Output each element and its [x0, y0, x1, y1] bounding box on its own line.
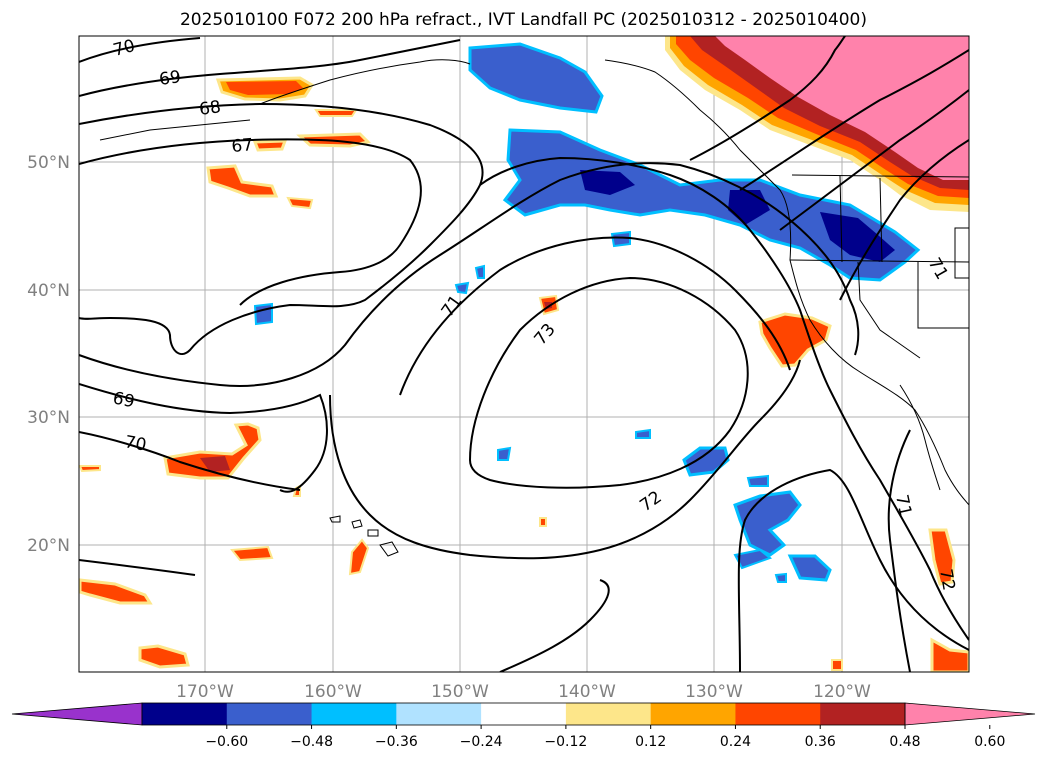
colorbar-segment [142, 703, 228, 725]
contour-label: 71 [891, 493, 915, 518]
colorbar-segment [565, 703, 652, 725]
contour-label: 68 [198, 97, 222, 120]
contour-label: 67 [231, 135, 254, 157]
colorbar-extend-high [904, 702, 1036, 726]
contour-label: 69 [158, 67, 182, 90]
colorbar: −0.60 −0.48 −0.36 −0.24 −0.12 0.12 0.24 0.36 0.4… [11, 702, 1036, 750]
colorbar-extend-low [11, 702, 143, 726]
lon-label: 150°W [431, 682, 489, 702]
lat-label: 40°N [27, 281, 70, 301]
colorbar-tick-label: 0.36 [805, 734, 836, 750]
map-area: 70 69 68 67 69 70 71 72 73 71 72 71 [79, 36, 969, 672]
figure-title: 2025010100 F072 200 hPa refract., IVT La… [179, 10, 867, 30]
latitude-labels: 50°N 40°N 30°N 20°N [27, 153, 70, 556]
lat-label: 20°N [27, 536, 70, 556]
lat-label: 30°N [27, 408, 70, 428]
colorbar-segment [650, 703, 736, 725]
refractivity-contours [79, 36, 969, 672]
colorbar-tick-label: 0.12 [635, 734, 666, 750]
lon-label: 120°W [813, 682, 871, 702]
lat-label: 50°N [27, 153, 70, 173]
colorbar-tick-label: −0.12 [544, 734, 587, 750]
colorbar-tick-label: −0.24 [460, 734, 503, 750]
colorbar-segment [396, 703, 482, 725]
map-frame [78, 35, 970, 673]
colorbar-tick-label: −0.48 [290, 734, 333, 750]
lon-label: 130°W [685, 682, 743, 702]
colorbar-segment [226, 703, 313, 725]
lon-label: 170°W [176, 682, 234, 702]
lon-label: 160°W [304, 682, 362, 702]
colorbar-tick-label: 0.60 [974, 734, 1005, 750]
contour-label: 70 [123, 432, 148, 455]
longitude-labels: 170°W 160°W 150°W 140°W 130°W 120°W [176, 682, 871, 702]
colorbar-segment [481, 703, 567, 725]
colorbar-segment [820, 703, 906, 725]
lon-label: 140°W [558, 682, 616, 702]
colorbar-tick-label: −0.60 [205, 734, 248, 750]
colorbar-tick-label: −0.36 [375, 734, 418, 750]
colorbar-tick-label: 0.48 [889, 734, 920, 750]
colorbar-tick-label: 0.24 [720, 734, 751, 750]
colorbar-frame [141, 702, 906, 726]
contour-label: 72 [935, 567, 958, 592]
colorbar-segment [735, 703, 821, 725]
coastlines [99, 59, 969, 557]
positive-ivt-regions [79, 36, 969, 672]
colorbar-segment [311, 703, 397, 725]
contour-label: 69 [111, 388, 136, 412]
